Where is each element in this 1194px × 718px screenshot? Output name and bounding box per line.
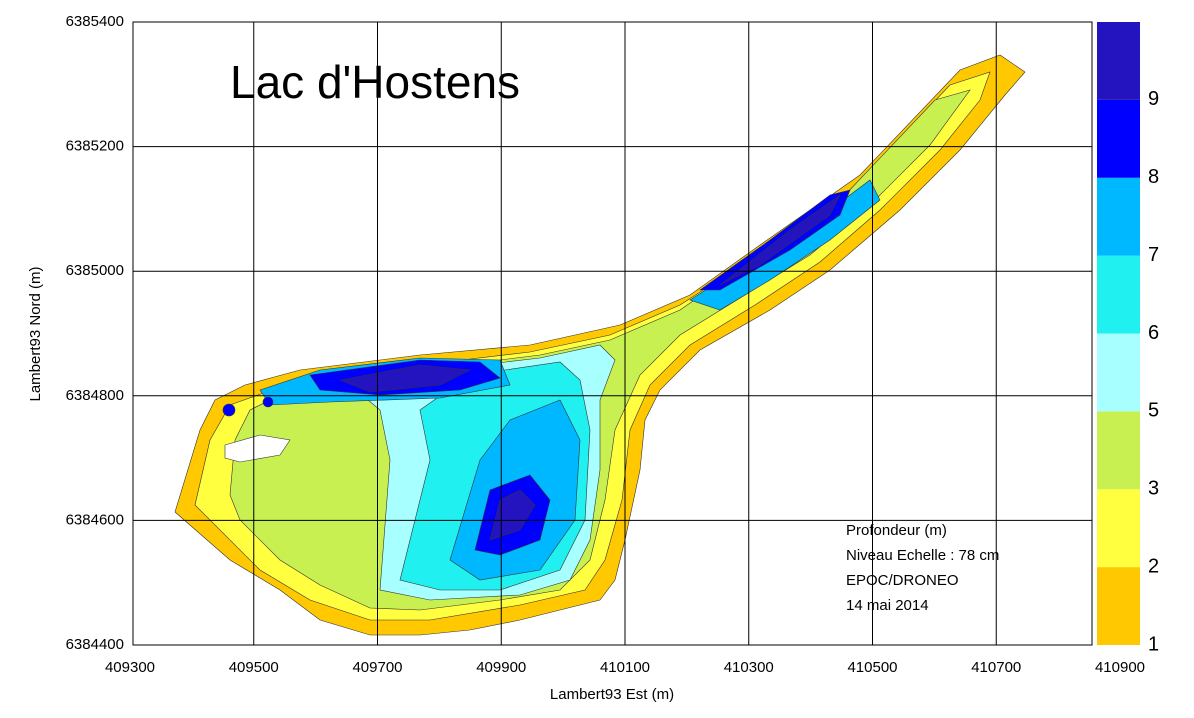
annotation: 14 mai 2014: [846, 597, 929, 614]
colorbar-band: [1097, 177, 1140, 256]
colorbar-label: 9: [1148, 88, 1159, 110]
colorbar-label: 5: [1148, 400, 1159, 422]
x-tick-label: 410500: [847, 659, 897, 676]
annotations: Profondeur (m) Niveau Echelle : 78 cm EPOC…: [846, 522, 999, 614]
colorbar-band: [1097, 255, 1140, 334]
x-tick-label: 410900: [1095, 659, 1145, 676]
annotation: EPOC/DRONEO: [846, 572, 959, 589]
colorbar-label: 1: [1148, 633, 1159, 655]
depth-zone: [338, 364, 472, 393]
colorbar-label: 2: [1148, 555, 1159, 577]
map-title: Lac d'Hostens: [230, 56, 520, 108]
colorbar-band: [1097, 333, 1140, 412]
x-tick-label: 409900: [476, 659, 526, 676]
depth-zone: [719, 194, 841, 286]
colorbar-label: 8: [1148, 166, 1159, 188]
x-axis-label: Lambert93 Est (m): [550, 686, 674, 703]
y-axis-label: Lambert93 Nord (m): [27, 266, 44, 401]
colorbar-label: 7: [1148, 244, 1159, 266]
colorbar-band: [1097, 22, 1140, 100]
x-tick-label: 409300: [105, 659, 155, 676]
y-tick-label: 6384800: [66, 387, 124, 404]
colorbar-band: [1097, 489, 1140, 568]
x-tick-label: 409500: [229, 659, 279, 676]
y-tick-label: 6385000: [66, 262, 124, 279]
y-tick-label: 6384400: [66, 636, 124, 653]
x-tick-label: 409700: [352, 659, 402, 676]
lake: [174, 54, 1026, 636]
colorbar-band: [1097, 411, 1140, 490]
island: [224, 434, 291, 463]
grid: [133, 22, 1092, 645]
x-tick-label: 410100: [600, 659, 650, 676]
annotation: Profondeur (m): [846, 522, 947, 539]
colorbar-band: [1097, 567, 1140, 645]
colorbar-band: [1097, 99, 1140, 178]
deep-spot: [222, 403, 236, 417]
x-tick-label: 410300: [724, 659, 774, 676]
y-tick-label: 6385200: [66, 138, 124, 155]
colorbar-label: 3: [1148, 478, 1159, 500]
y-tick-label: 6385400: [66, 13, 124, 30]
annotation: Niveau Echelle : 78 cm: [846, 547, 999, 564]
colorbar-label: 6: [1148, 322, 1159, 344]
x-tick-label: 410700: [971, 659, 1021, 676]
y-tick-label: 6384600: [66, 511, 124, 528]
deep-spot: [262, 396, 274, 408]
